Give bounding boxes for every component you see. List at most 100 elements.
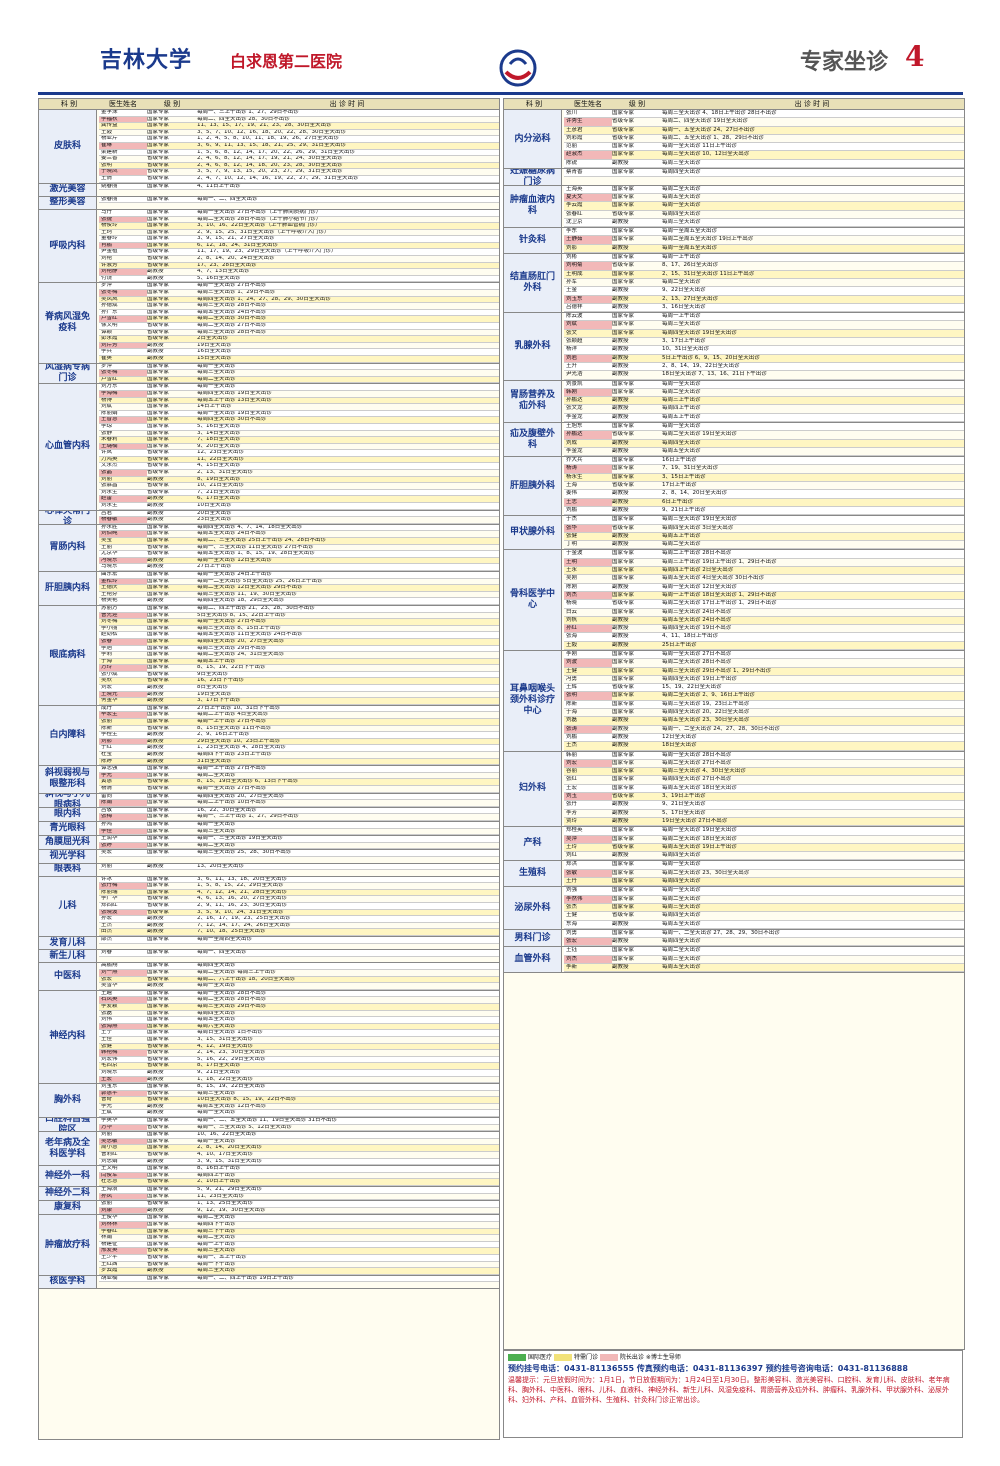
- table-row: 张健 省级专家 4、12、19日全天出诊: [99, 1043, 499, 1051]
- table-row: 于金波 国家专家 每周二上午出诊 28日不出诊: [564, 550, 964, 559]
- table-row: 刘磊 副教授 每周五全天出诊 23、30日全天出诊: [564, 717, 964, 726]
- doctor-name: 陈丽瑞: [101, 889, 118, 895]
- doctor-name: 金学洙: [101, 110, 118, 115]
- clinic-time: 每周三下午出诊: [197, 1228, 236, 1234]
- table-row: 东海 副教授 每周五全天出诊: [564, 920, 964, 929]
- doctor-grade: 国家专家: [612, 193, 635, 200]
- doctor-name: 许秀生: [564, 118, 612, 126]
- department-label: 激光美容: [39, 183, 97, 196]
- doctor-name: 吴欣: [101, 678, 113, 684]
- doctor-grade: 副教授: [147, 517, 164, 523]
- doctor-name: 孙宏: [101, 916, 113, 922]
- doctor-grade: 副教授: [612, 405, 629, 412]
- doctor-grade: 国家专家: [147, 1036, 170, 1042]
- table-row: 姚春丽 国家专家 4、11日上午出诊: [99, 183, 499, 191]
- doctor-name: 张健: [566, 532, 578, 539]
- table-row: 黄惠 省级专家 8、15、19日全天出诊 6、13日下午出诊: [99, 779, 499, 786]
- doctor-grade: 国家专家: [147, 889, 170, 895]
- clinic-time: 7、19、31日全天出诊: [662, 465, 718, 472]
- table-row: 张丹梅 国家专家 1、5、8、15、22、29日全天出诊: [99, 883, 499, 890]
- department-label: 针灸科: [504, 228, 562, 254]
- table-row: 李春红 国家专家 每周三下午出诊: [99, 1228, 499, 1236]
- doctor-name: 李广华: [101, 896, 118, 902]
- table-row: 马晓东 副教授 27日上午出诊: [99, 564, 499, 571]
- department-label: 皮肤科: [39, 110, 97, 183]
- doctor-grade: 副教授: [147, 745, 164, 751]
- doctor-name: 陈婷: [101, 758, 113, 764]
- table-row: 王健 省级专家 每周四全天出诊: [564, 912, 964, 921]
- doctor-name: 曹先迎: [99, 612, 147, 619]
- table-row: 杨春敏 副教授 23日全天出诊: [99, 517, 499, 524]
- doctor-name: 王明成: [566, 270, 583, 277]
- doctor-name: 刘伟: [101, 1017, 113, 1023]
- table-row: 张敏 国家专家 每周二全天出诊 23、30日全天出诊: [564, 869, 964, 879]
- table-row: 何金华 副教授 3、17日下午出诊: [99, 698, 499, 705]
- doctor-grade: 国家专家: [147, 876, 170, 882]
- table-row: 刘强 国家专家 每周一全天出诊: [564, 887, 964, 896]
- doctor-grade: 国家专家: [147, 116, 170, 122]
- table-row: 张丽 省级专家 1、13、25日全天出诊: [99, 1201, 499, 1208]
- header-doctor: 医生姓名: [109, 100, 137, 108]
- doctor-name: 陈新: [566, 700, 578, 707]
- page-title: 专家坐诊: [800, 49, 889, 75]
- doctor-name: 白云: [566, 608, 578, 615]
- doctor-grade: 国家专家: [147, 807, 170, 813]
- doctor-name: 郑西红: [101, 903, 118, 909]
- doctor-grade: 国家专家: [147, 443, 170, 449]
- department-label: 产科: [504, 827, 562, 861]
- department-block: 男科门诊 刘勇 国家专家 每周一、二全天出诊 27、28、29、30日不出诊 张宏 副教授…: [504, 929, 964, 948]
- clinic-time: 2、8、14、20、24日全天出诊: [197, 256, 275, 262]
- doctor-grade: 省级专家: [147, 470, 170, 476]
- clinic-time: 每周三全天出诊 10、12日全天出诊: [662, 151, 750, 158]
- table-row: 王璐楠 国家专家 9、20日全天出诊: [99, 443, 499, 451]
- doctor-grade: 国家专家: [612, 929, 635, 936]
- doctor-name: 黄惠: [101, 779, 113, 785]
- doctor-name: 王志: [564, 498, 612, 506]
- table-row: 姜兰香 省级专家 2、4、6、8、12、14、17、19、21、24、30日全天出诊: [99, 156, 499, 163]
- doctor-grade: 副教授: [612, 742, 629, 749]
- clinic-time: 每周一、二全天出诊 27、28、29、30日不出诊: [662, 929, 780, 936]
- table-row: 杨建征 国家专家 每周一上午出诊: [99, 1241, 499, 1249]
- table-row: 王越 国家专家 每周一全天出诊 28日不出诊: [99, 990, 499, 998]
- doctor-name: 张文龙: [566, 405, 583, 412]
- doctor-name: 张慕昌: [101, 483, 118, 489]
- doctor-name: 张丽: [101, 719, 113, 725]
- doctor-name: 王宏: [99, 1076, 147, 1083]
- table-row: 张宏 省级专家 每周二、六上午出诊 18、20日全天出诊: [99, 976, 499, 984]
- doctor-name: 林娟: [101, 1235, 113, 1241]
- header-divider: [38, 92, 963, 95]
- doctor-grade: 国家专家: [612, 254, 635, 261]
- doctor-grade: 国家专家: [612, 422, 635, 429]
- doctor-name: 李光: [101, 1103, 113, 1109]
- clinic-time: 每周六全天出诊: [197, 1023, 236, 1029]
- table-row: 刘一燕 国家专家 每周二全天出诊 每周三上午出诊: [99, 970, 499, 977]
- clinic-time: 每周二全天出诊: [197, 1235, 236, 1241]
- table-row: 李小丽 国家专家 每周三全天出诊 8、15日上午出诊: [99, 626, 499, 633]
- clinic-time: 27日上午出诊 10、31日下午出诊: [197, 705, 281, 711]
- table-row: 韩艳梅 省级专家 2、14、23、30日全天出诊: [99, 1050, 499, 1057]
- table-row: 文永杰 省级专家 4、15日全天出诊: [99, 463, 499, 471]
- doctor-name: 王丽: [101, 544, 113, 550]
- clinic-time: 每周一全天出诊 12日全天出诊: [197, 557, 272, 563]
- table-row: 李广华 省级专家 4、6、13、16、20、27日全天出诊: [99, 896, 499, 904]
- clinic-time: 8、19日全天出诊: [197, 476, 241, 482]
- clinic-time: 每周五上午出诊: [662, 413, 701, 420]
- doctor-name: 王钰: [566, 947, 578, 954]
- doctor-name: 于晓凤: [99, 169, 147, 175]
- table-row: 闫俊军 国家专家 每周四上午出诊: [99, 1172, 499, 1180]
- clinic-time: 每周五全天出诊 12日不出诊: [197, 1103, 267, 1109]
- clinic-time: 10、31日全天出诊: [662, 346, 709, 353]
- doctor-grade: 副教授: [612, 938, 629, 945]
- doctor-name: 王健: [566, 912, 578, 919]
- doctor-grade: 省级专家: [147, 323, 170, 328]
- doctor-name: 刘春: [101, 950, 113, 956]
- doctor-name: 吴凤岚: [101, 296, 118, 302]
- doctor-name: 杜志慧: [101, 1179, 118, 1185]
- legend-swatch: [599, 1354, 618, 1361]
- table-row: 曹先迎 国家专家 5日全天出诊 8、15、22日上午出诊: [99, 612, 499, 620]
- table-row: 李刚 国家专家 每周一全天出诊 27日不出诊: [564, 651, 964, 660]
- doctor-grade: 省级专家: [147, 175, 170, 181]
- clinic-time: 8、15、19日全天出诊 6、13日下午出诊: [197, 779, 299, 785]
- department-label: 风湿病专病门诊: [39, 363, 97, 383]
- doctor-grade: 副教授: [147, 732, 164, 738]
